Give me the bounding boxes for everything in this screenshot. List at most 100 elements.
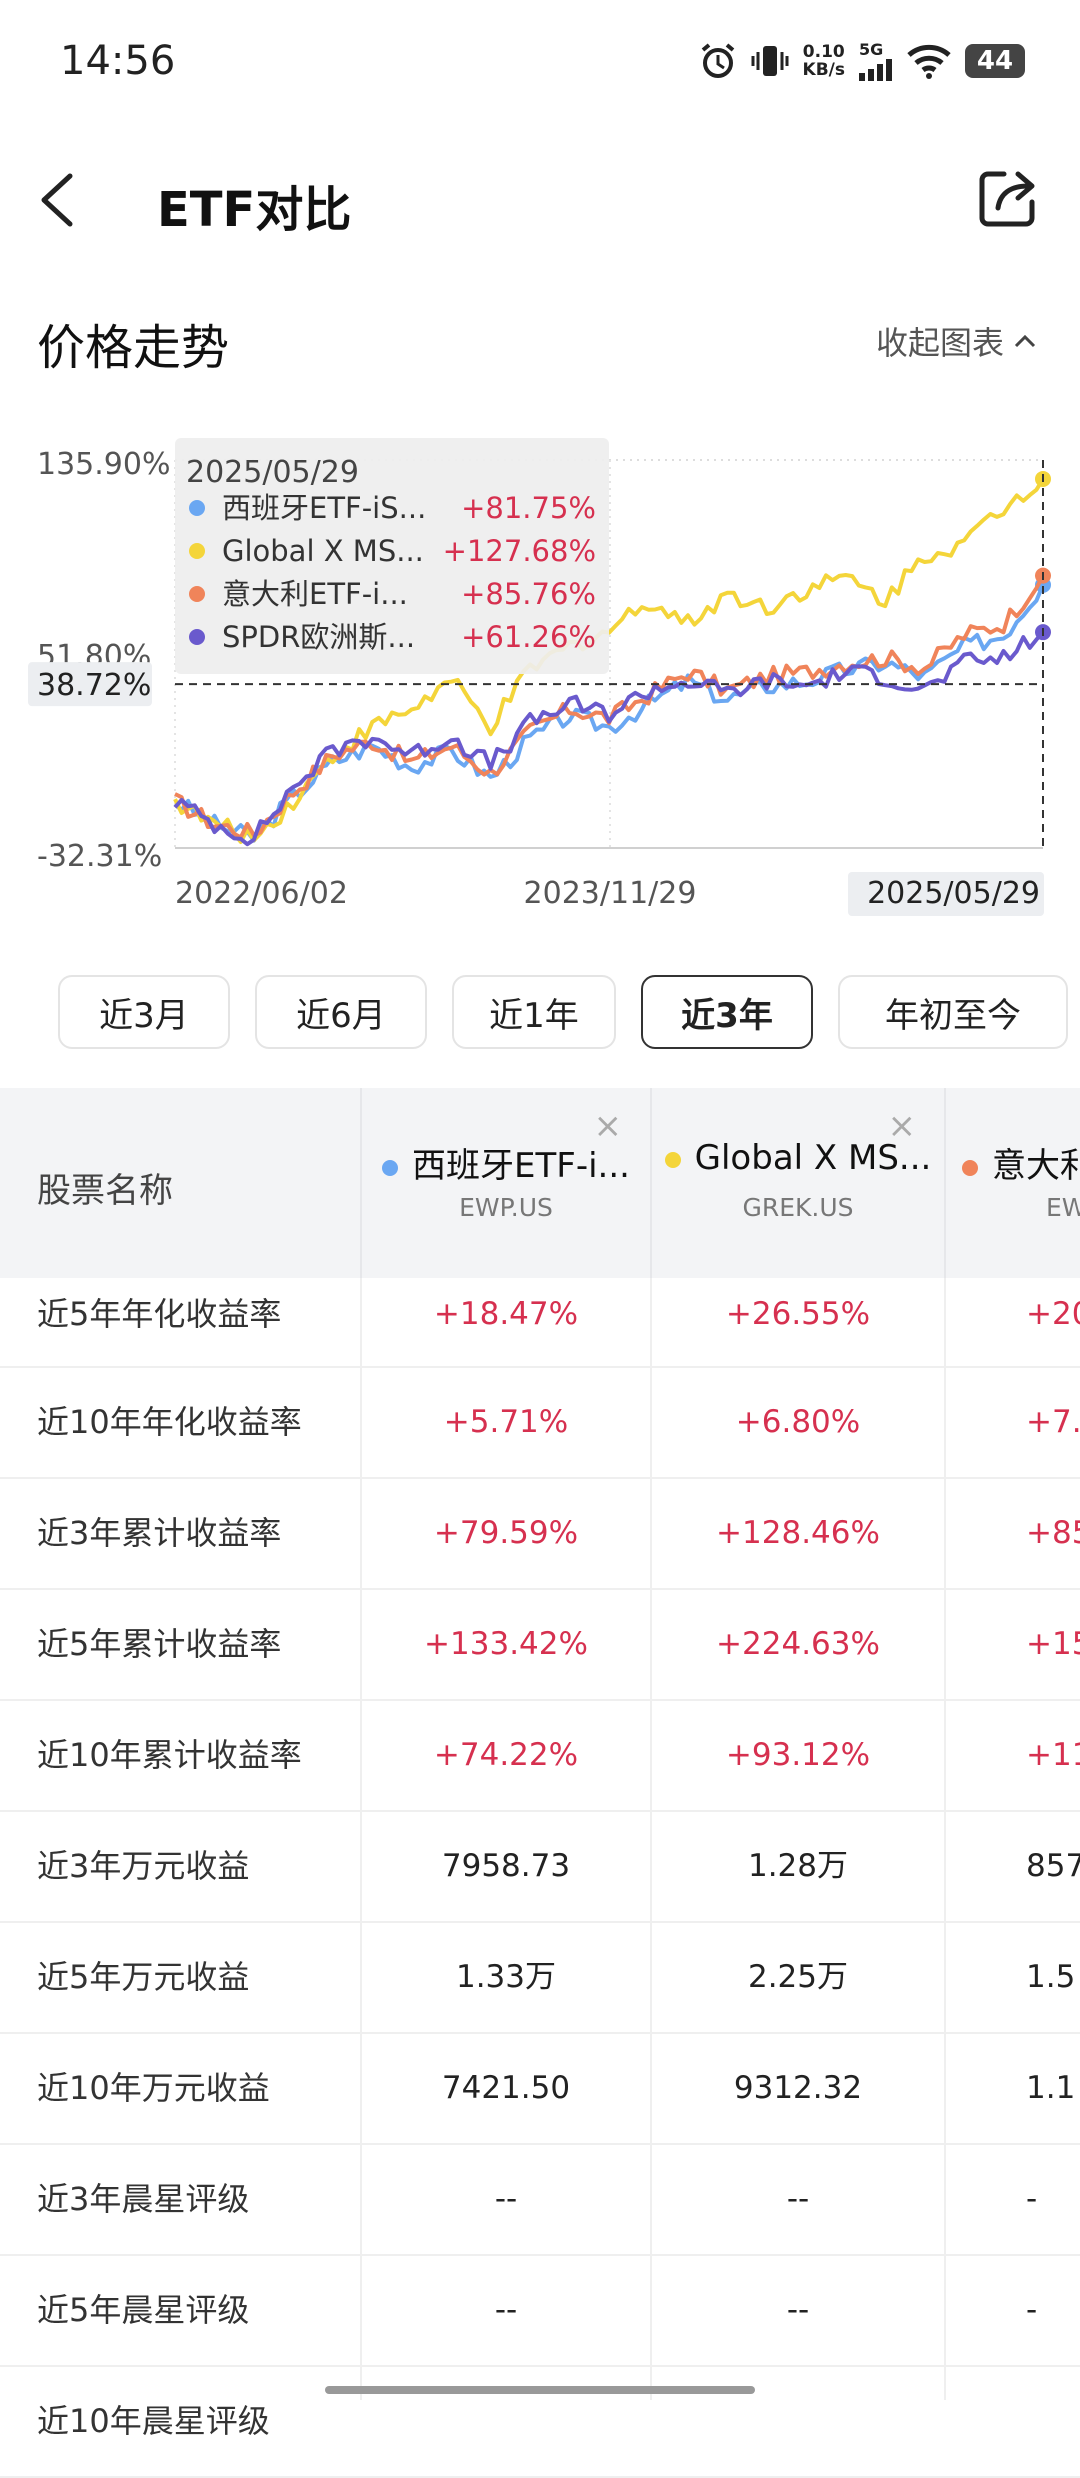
legend-dot — [189, 500, 205, 516]
table-row: 近5年万元收益 1.33万 2.25万 1.5 — [0, 1923, 1080, 2034]
table-row: 近3年晨星评级 -- -- - — [0, 2145, 1080, 2256]
table-cell: -- — [494, 2292, 518, 2328]
row-label: 近10年万元收益 — [37, 2069, 270, 2107]
x-tick-label: 2023/11/29 — [524, 876, 697, 911]
table-header: 股票名称 × 西班牙ETF-i... EWP.US × Global X MS.… — [0, 1088, 1080, 1278]
table-cell: +20 — [1026, 1296, 1080, 1332]
column-name: 意大利 — [992, 1146, 1080, 1186]
table-cell: 1.28万 — [747, 1848, 849, 1884]
column-header-ewi[interactable]: 意大利 EW — [946, 1088, 1080, 1278]
remove-column-icon[interactable]: × — [593, 1106, 623, 1146]
table-cell: -- — [494, 2181, 518, 2217]
tooltip-series-name: 意大利ETF-i... — [222, 577, 408, 611]
stock-name-header: 股票名称 — [37, 1171, 173, 1211]
range-button[interactable]: 近3月 — [58, 975, 230, 1049]
table-row: 近10年万元收益 7421.50 9312.32 1.1 — [0, 2034, 1080, 2145]
network-speed: 0.10 KB/s — [802, 41, 845, 80]
column-divider — [360, 1278, 362, 2400]
table-cell: 1.1 — [1026, 2070, 1076, 2106]
column-code: EWP.US — [459, 1193, 553, 1222]
table-row: 近3年万元收益 7958.73 1.28万 857 — [0, 1812, 1080, 1923]
range-button[interactable]: 近3年 — [641, 975, 813, 1049]
legend-dot — [189, 629, 205, 645]
tooltip-series-name: 西班牙ETF-iS... — [222, 491, 426, 525]
table-cell: +85 — [1026, 1515, 1080, 1551]
table-cell: +113 — [1026, 1737, 1080, 1773]
table-cell: - — [1026, 2181, 1038, 2217]
table-cell: +224.63% — [716, 1626, 880, 1662]
y-tick-label: -32.31% — [37, 839, 162, 874]
table-row: 近10年年化收益率 +5.71% +6.80% +7. — [0, 1368, 1080, 1479]
table-cell: 1.33万 — [455, 1959, 557, 1995]
tooltip-series-name: SPDR欧洲斯... — [222, 620, 415, 654]
table-cell: - — [1026, 2292, 1038, 2328]
tooltip-series-value: +127.68% — [443, 534, 596, 568]
table-cell: +93.12% — [725, 1737, 871, 1773]
crosshair-value-bg — [28, 662, 152, 707]
share-icon[interactable] — [974, 166, 1040, 232]
table-cell: +18.47% — [433, 1296, 579, 1332]
alarm-icon — [701, 42, 734, 78]
table-cell: 7958.73 — [441, 1848, 571, 1884]
back-arrow-icon[interactable] — [30, 170, 90, 230]
comparison-table: 近5年年化收益率 +18.47% +26.55% +20 近10年年化收益率 +5.71%… — [0, 1278, 1080, 2478]
chevron-up-icon — [1014, 334, 1036, 348]
table-cell: -- — [786, 2292, 810, 2328]
signal-icon: 5G — [859, 40, 893, 81]
status-icons: 0.10 KB/s 5G 44 — [699, 40, 1025, 81]
legend-dot — [189, 543, 205, 559]
range-button[interactable]: 近6月 — [255, 975, 427, 1049]
column-code: GREK.US — [742, 1193, 854, 1222]
price-trend-chart[interactable]: 135.90%51.80%-32.31%38.72%2022/06/02 2023… — [0, 420, 1080, 940]
table-cell — [652, 2367, 944, 2476]
tooltip-series-value: +81.75% — [461, 491, 596, 525]
table-cell: 857 — [1026, 1848, 1080, 1884]
vibrate-icon — [751, 45, 789, 76]
table-cell: 7421.50 — [441, 2070, 571, 2106]
collapse-chart-button[interactable]: 收起图表 — [876, 318, 1038, 364]
table-row: 近3年累计收益率 +79.59% +128.46% +85 — [0, 1479, 1080, 1590]
row-label: 近10年晨星评级 — [37, 2402, 270, 2440]
table-cell: +151 — [1026, 1626, 1080, 1662]
status-bar: 14:56 0.10 KB/s 5G 44 — [0, 0, 1080, 130]
series-dot — [382, 1159, 399, 1176]
tooltip-date: 2025/05/29 — [186, 455, 359, 490]
table-cell — [1026, 2367, 1080, 2476]
page-title: ETF对比 — [157, 182, 352, 238]
column-divider — [650, 1278, 652, 2400]
series-dot — [962, 1159, 978, 1176]
table-cell: 1.5 — [1026, 1959, 1076, 1995]
y-tick-label: 135.90% — [37, 447, 170, 482]
row-label: 近10年年化收益率 — [37, 1403, 302, 1441]
remove-column-icon[interactable]: × — [887, 1106, 917, 1146]
legend-dot — [189, 586, 205, 602]
row-label: 近3年晨星评级 — [37, 2180, 250, 2218]
range-button[interactable]: 近1年 — [452, 975, 616, 1049]
column-header-grek[interactable]: × Global X MS... GREK.US — [652, 1088, 944, 1278]
row-label: 近5年累计收益率 — [37, 1625, 282, 1663]
column-code: EW — [1046, 1193, 1080, 1222]
row-label: 近5年万元收益 — [37, 1958, 250, 1996]
column-divider — [944, 1088, 946, 1278]
range-button[interactable]: 年初至今 — [838, 975, 1068, 1049]
table-cell: +6.80% — [735, 1404, 861, 1440]
series-dot — [664, 1151, 681, 1168]
row-label: 近3年累计收益率 — [37, 1514, 282, 1552]
table-row: 近10年累计收益率 +74.22% +93.12% +113 — [0, 1701, 1080, 1812]
table-cell: +26.55% — [725, 1296, 871, 1332]
crosshair-value-label: 38.72% — [37, 668, 151, 703]
x-tick-label: 2025/05/29 — [867, 876, 1040, 911]
range-selector: 近3月 近6月 近1年 近3年 年初至今 — [0, 975, 1080, 1055]
column-header-ewp[interactable]: × 西班牙ETF-i... EWP.US — [362, 1088, 650, 1278]
table-cell: 9312.32 — [733, 2070, 863, 2106]
table-row: 近5年晨星评级 -- -- - — [0, 2256, 1080, 2367]
tooltip-series-value: +85.76% — [461, 577, 596, 611]
column-divider — [650, 1088, 652, 1278]
table-row: 近10年晨星评级 — [0, 2367, 1080, 2478]
row-label: 近3年万元收益 — [37, 1847, 250, 1885]
x-tick-label: 2022/06/02 — [175, 876, 348, 911]
table-cell — [362, 2367, 650, 2476]
battery-indicator: 44 — [965, 43, 1025, 78]
home-indicator[interactable] — [325, 2386, 755, 2394]
table-row: 近5年累计收益率 +133.42% +224.63% +151 — [0, 1590, 1080, 1701]
